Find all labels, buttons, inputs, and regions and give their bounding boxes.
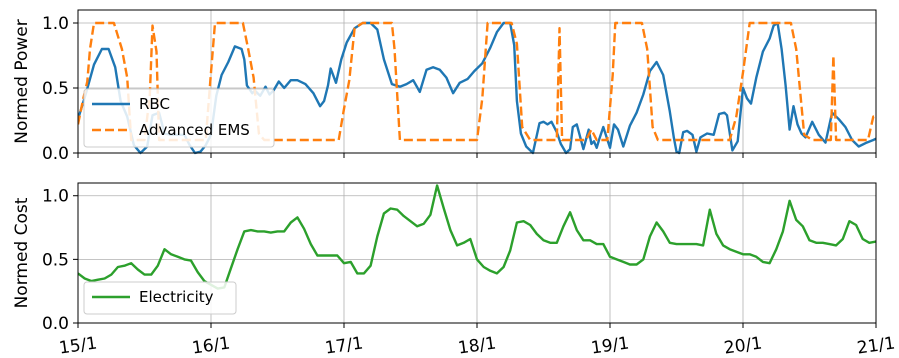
cost-x-ticks: 15/1 16/1 17/1 18/1 19/1 20/1 21/1 <box>58 323 897 358</box>
power-y-axis-label: Normed Power <box>12 19 32 143</box>
power-legend: RBC Advanced EMS <box>83 88 275 148</box>
cost-panel: 0.0 0.5 1.0 15/1 16/1 17/1 18/1 19/1 20/1 21/1 N… <box>12 182 897 358</box>
cost-y-ticks: 0.0 0.5 1.0 <box>42 187 78 334</box>
cost-legend: Electricity <box>83 281 237 315</box>
x-tick-label: 16/1 <box>191 333 232 358</box>
x-tick-label: 19/1 <box>590 333 631 358</box>
cost-y-axis-label: Normed Cost <box>12 197 32 308</box>
series-line-rbc <box>78 21 876 155</box>
x-tick-label: 18/1 <box>457 333 498 358</box>
legend-label: Advanced EMS <box>139 121 250 139</box>
power-panel: 0.0 0.5 1.0 Normed Power RBC Advanced EMS <box>12 9 877 164</box>
x-tick-label: 17/1 <box>324 333 365 358</box>
y-tick-label: 0.0 <box>42 144 69 164</box>
power-x-ticks <box>77 153 877 158</box>
legend-label: RBC <box>139 95 170 113</box>
x-tick-label: 20/1 <box>723 333 764 358</box>
y-tick-label: 1.0 <box>42 14 69 34</box>
x-tick-label: 21/1 <box>856 333 897 358</box>
y-tick-label: 1.0 <box>42 187 69 207</box>
y-tick-label: 0.5 <box>42 79 69 99</box>
x-tick-label: 15/1 <box>58 333 99 358</box>
y-tick-label: 0.5 <box>42 250 69 270</box>
y-tick-label: 0.0 <box>42 314 69 334</box>
legend-box <box>83 281 237 315</box>
legend-box <box>83 88 275 148</box>
legend-label: Electricity <box>139 288 214 306</box>
power-y-ticks: 0.0 0.5 1.0 <box>42 14 78 164</box>
